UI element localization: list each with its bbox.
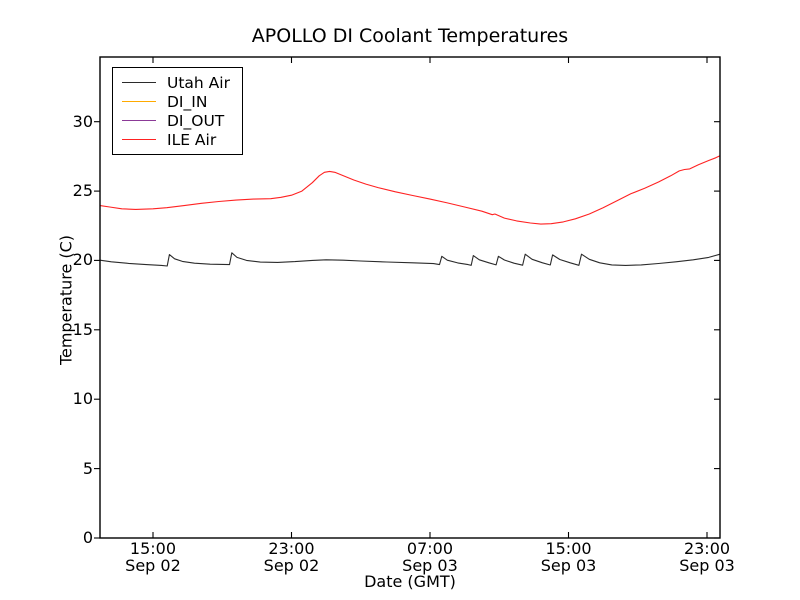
plot-svg (94, 56, 721, 539)
legend-label: DI_IN (167, 92, 208, 111)
legend-line-swatch (122, 82, 156, 83)
legend-line-swatch (122, 101, 156, 102)
series-line-utah-air (99, 252, 721, 267)
legend-item-utah-air: Utah Air (122, 73, 230, 92)
plot-area: Utah Air DI_IN DI_OUT ILE Air (94, 56, 721, 539)
axes-frame (99, 56, 721, 539)
x-tick-label: 07:00 Sep 03 (402, 539, 458, 575)
y-tick-label: 15 (72, 319, 93, 339)
y-tick-label: 25 (72, 181, 93, 201)
x-tick-label: 23:00 Sep 02 (263, 539, 320, 575)
legend-item-ile-air: ILE Air (122, 130, 230, 149)
legend: Utah Air DI_IN DI_OUT ILE Air (112, 67, 243, 155)
legend-line-swatch (122, 120, 156, 121)
legend-label: DI_OUT (167, 111, 225, 130)
y-tick-label: 0 (82, 528, 93, 547)
legend-line-swatch (122, 139, 156, 140)
x-tick-label: 15:00 Sep 02 (125, 539, 181, 575)
legend-item-di-out: DI_OUT (122, 111, 230, 130)
x-tick-label: 23:00 Sep 03 (679, 539, 735, 575)
legend-label: Utah Air (167, 73, 230, 92)
x-tick-label: 15:00 Sep 03 (540, 539, 597, 575)
y-tick-label: 5 (82, 458, 93, 478)
x-axis-label: Date (GMT) (364, 572, 456, 591)
y-tick-label: 30 (72, 111, 93, 131)
chart-title: APOLLO DI Coolant Temperatures (251, 25, 569, 47)
legend-item-di-in: DI_IN (122, 92, 230, 111)
y-tick-label: 20 (72, 250, 93, 270)
series-line-ile-air (99, 155, 721, 225)
y-tick-label: 10 (72, 389, 93, 409)
legend-label: ILE Air (167, 130, 217, 149)
